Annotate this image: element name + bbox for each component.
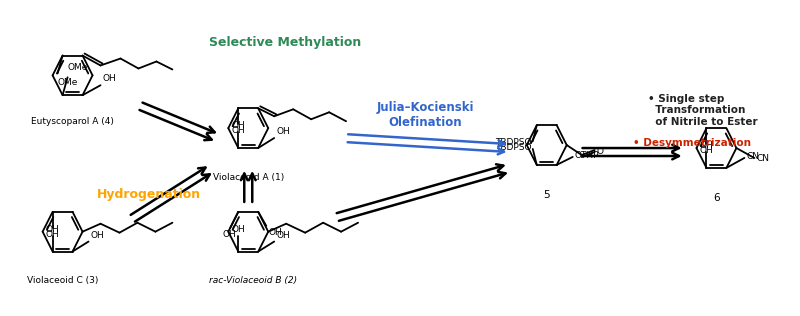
Text: Violaceoid C (3): Violaceoid C (3) [27,276,98,285]
Text: OH: OH [276,231,290,240]
Text: OH: OH [276,127,290,136]
Text: OMe: OMe [58,78,78,88]
Text: OH: OH [222,230,236,239]
Text: Julia–Kocienski
Olefination: Julia–Kocienski Olefination [376,101,474,129]
Text: OH: OH [90,231,104,240]
Text: • Desymmetrization: • Desymmetrization [633,138,750,148]
Text: Hydrogenation: Hydrogenation [96,188,201,201]
Text: OH: OH [231,126,245,135]
Text: OH: OH [231,225,245,234]
Text: O: O [597,147,604,155]
Text: TBDPSO: TBDPSO [495,143,532,152]
Text: rac-Violaceoid B (2): rac-Violaceoid B (2) [209,276,298,285]
Text: • Single step
  Transformation
  of Nitrile to Ester: • Single step Transformation of Nitrile … [647,94,757,127]
Text: OH: OH [46,225,59,234]
Text: OH: OH [102,74,116,83]
Text: Eutyscoparol A (4): Eutyscoparol A (4) [31,117,114,126]
Text: OMe: OMe [67,63,88,72]
Text: CN: CN [756,155,770,163]
Text: OH: OH [46,230,59,239]
Text: CN: CN [746,152,759,161]
Text: Violaceoid A (1): Violaceoid A (1) [213,173,284,182]
Text: OH: OH [699,146,714,155]
Text: OH: OH [268,228,282,237]
Text: 6: 6 [713,193,720,203]
Text: Selective Methylation: Selective Methylation [209,36,362,49]
Text: OH: OH [231,121,245,130]
Text: OTHP: OTHP [574,151,599,161]
Text: 5: 5 [543,190,550,200]
Text: OH: OH [699,141,714,150]
Text: TBDPSO: TBDPSO [495,138,532,147]
